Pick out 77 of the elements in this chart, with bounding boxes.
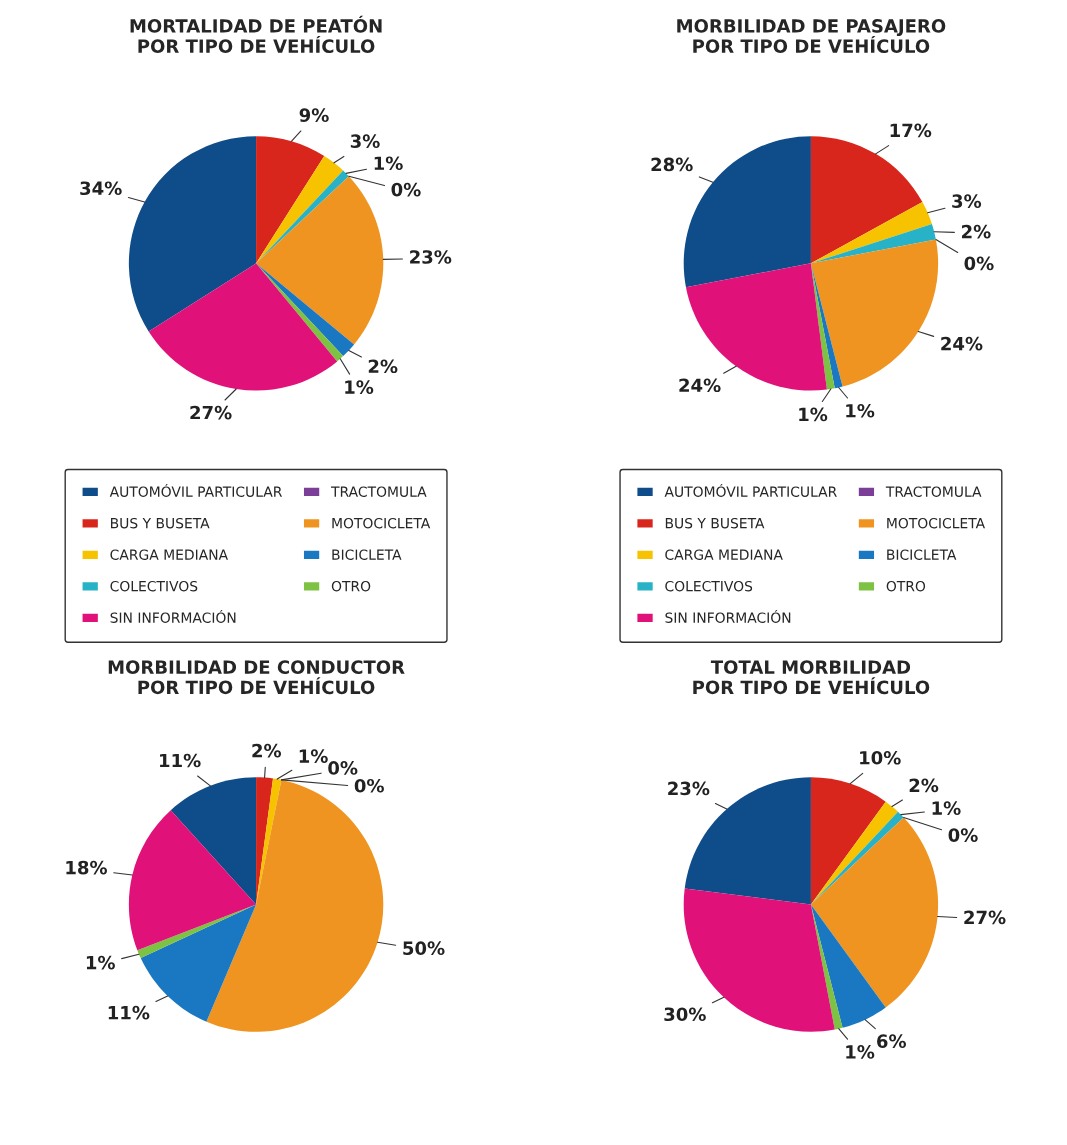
data-label: 23% — [668, 781, 710, 796]
text: 0% — [328, 761, 358, 775]
data-label: 1% — [846, 1045, 875, 1059]
data-label: 1% — [299, 749, 328, 763]
pie-slice — [810, 904, 843, 1030]
data-label: 11% — [160, 753, 201, 768]
pie-slice — [256, 263, 355, 357]
pie-slice — [810, 136, 923, 264]
pie-slice — [810, 777, 886, 905]
data-label: 10% — [860, 750, 901, 765]
pie-slice — [206, 779, 384, 1032]
pie-slice — [256, 155, 344, 264]
pie-slice — [810, 263, 843, 389]
data-label: 50% — [403, 941, 445, 956]
text: 0% — [964, 256, 994, 271]
legend-label: SIN INFORMACIÓN — [110, 609, 236, 623]
pie-slice — [810, 202, 932, 264]
data-label: 1% — [374, 156, 403, 171]
data-label: 1% — [86, 955, 115, 970]
data-label: 23% — [410, 250, 452, 264]
legend-label: COLECTIVOS — [665, 580, 753, 592]
pie-slice — [128, 810, 257, 951]
legend-label: AUTOMÓVIL PARTICULAR — [109, 483, 283, 497]
chart-title: MORBILIDAD DE PASAJERO POR TIPO DE VEHÍCULO — [677, 19, 946, 53]
data-label: 3% — [952, 194, 982, 208]
data-label: 6% — [877, 1034, 906, 1048]
legend-label: BUS Y BUSETA — [111, 517, 210, 529]
legend-label: BUS Y BUSETA — [665, 517, 765, 529]
text: 0% — [948, 828, 978, 842]
legend-label: COLECTIVOS — [110, 580, 198, 592]
data-label: 17% — [890, 123, 932, 138]
legend-label: CARGA MEDIANA — [665, 549, 783, 560]
legend-label: AUTOMÓVIL PARTICULAR — [664, 483, 837, 497]
chart-title: MORBILIDAD DE CONDUCTOR POR TIPO DE VEHÍCULO — [108, 660, 405, 695]
chart-title: MORTALIDAD DE PEATÓN POR TIPO DE VEHÍCULO — [130, 15, 382, 53]
legend-label: BICICLETA — [332, 549, 402, 560]
chart-title: TOTAL MORBILIDAD POR TIPO DE VEHÍCULO — [693, 660, 930, 695]
data-label: 1% — [846, 403, 875, 418]
data-label: 18% — [66, 860, 107, 875]
legend-label: BICICLETA — [887, 549, 957, 560]
data-label: 1% — [932, 801, 961, 815]
text: 0% — [354, 778, 384, 793]
pie-slice — [256, 176, 384, 345]
data-label: 3% — [350, 134, 380, 148]
pie-slice — [810, 904, 886, 1028]
data-label: 28% — [651, 157, 693, 172]
legend-label: CARGA MEDIANA — [110, 549, 228, 560]
data-label: 34% — [80, 181, 122, 196]
pie-slice — [256, 778, 282, 905]
legend-label: OTRO — [331, 580, 371, 592]
pie-slice — [170, 777, 257, 905]
pie-slice — [128, 136, 257, 332]
pie-slice — [148, 263, 338, 391]
data-label: 24% — [941, 336, 983, 351]
pie-slice — [810, 224, 936, 264]
pie-slice — [256, 136, 325, 264]
data-label: 1% — [799, 407, 828, 422]
legend-label: SIN INFORMACIÓN — [665, 609, 791, 623]
legend-label: OTRO — [886, 580, 926, 592]
data-label: 27% — [190, 405, 232, 420]
data-label: 11% — [108, 1005, 150, 1020]
data-label: 24% — [679, 378, 721, 393]
legend-label: MOTOCICLETA — [332, 517, 431, 529]
legend-label: TRACTOMULA — [885, 486, 982, 497]
legend-label: TRACTOMULA — [331, 486, 427, 497]
data-label: 1% — [345, 380, 374, 394]
data-label: 27% — [964, 910, 1006, 925]
data-label: 2% — [368, 359, 398, 374]
data-label: 2% — [962, 224, 991, 239]
text: 0% — [391, 182, 421, 197]
pie-slice — [810, 817, 939, 1008]
data-label: 2% — [909, 778, 939, 793]
data-label: 9% — [299, 108, 329, 122]
legend-label: MOTOCICLETA — [887, 517, 986, 529]
data-label: 30% — [664, 1007, 706, 1022]
pie-slice — [810, 239, 939, 387]
data-label: 2% — [252, 743, 282, 758]
